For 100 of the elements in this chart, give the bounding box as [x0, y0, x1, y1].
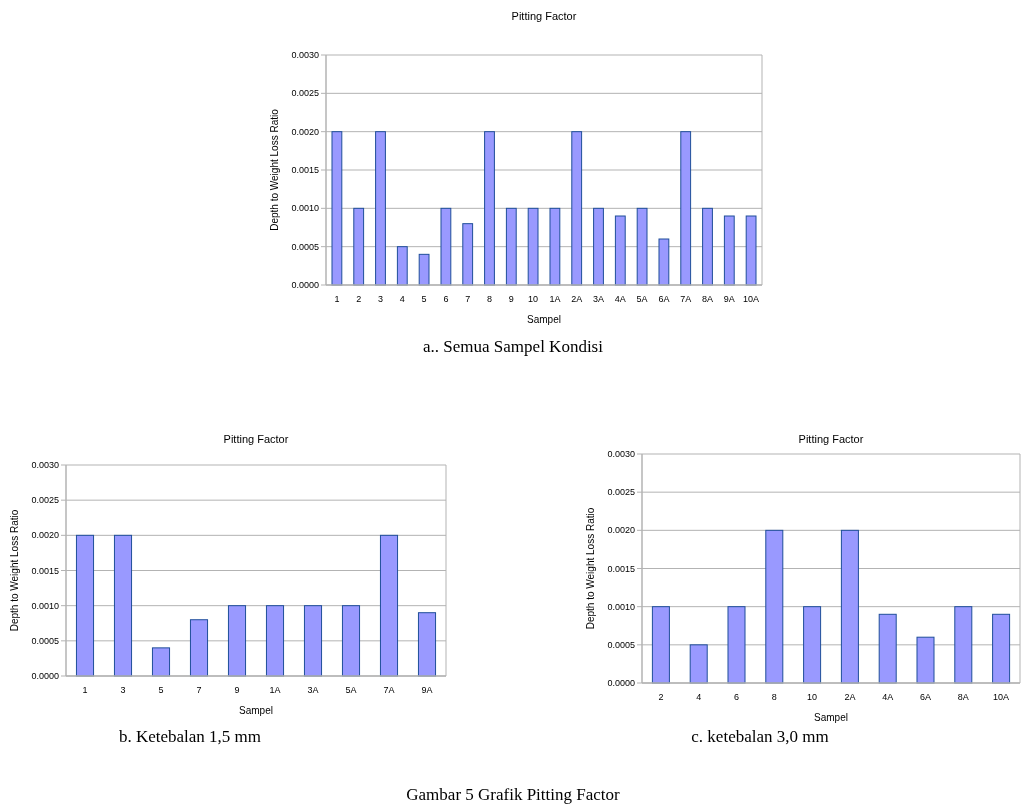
y-tick-label: 0.0020 [607, 525, 635, 536]
x-tick-label: 10A [993, 692, 1010, 702]
y-tick-label: 0.0005 [31, 635, 59, 646]
x-tick-label: 1A [549, 294, 561, 304]
bar [840, 529, 859, 684]
x-tick-label: 1 [334, 294, 340, 304]
x-tick-label: 7A [680, 294, 692, 304]
bar [265, 605, 285, 677]
bar [723, 215, 735, 286]
y-tick-label: 0.0015 [607, 563, 635, 574]
y-tick-label: 0.0010 [31, 600, 59, 611]
bar [331, 131, 343, 286]
bar [484, 131, 495, 286]
bar [417, 612, 437, 677]
bar [765, 529, 784, 684]
chart-title: Pitting Factor [511, 10, 577, 22]
chart-title: Pitting Factor [223, 433, 289, 445]
y-axis-title: Depth to Weight Loss Ratio [9, 509, 20, 632]
x-tick-label: 3 [120, 685, 126, 695]
bar [303, 605, 323, 677]
text: b. Ketebalan 1,5 mm [118, 727, 262, 746]
y-tick-label: 0.0030 [31, 460, 59, 471]
x-tick-label: 2A [844, 692, 856, 702]
bar [614, 215, 626, 286]
y-tick-label: 0.0030 [291, 50, 319, 61]
bar [689, 644, 708, 684]
x-tick-label: 2A [571, 294, 583, 304]
y-tick-label: 0.0000 [607, 678, 635, 689]
bar [505, 207, 517, 286]
text: a.. Semua Sampel Kondisi [423, 337, 604, 356]
x-axis-title: Sampel [814, 712, 848, 723]
bar [571, 131, 583, 286]
x-tick-label: 6A [658, 294, 670, 304]
x-tick-label: 5A [636, 294, 648, 304]
bar [702, 207, 713, 286]
y-tick-label: 0.0000 [291, 280, 319, 291]
x-tick-label: 2 [356, 294, 362, 304]
y-tick-label: 0.0025 [31, 495, 59, 506]
y-tick-label: 0.0020 [31, 530, 59, 541]
x-tick-label: 8 [771, 692, 777, 702]
bar [954, 606, 973, 684]
text: Gambar 5 Grafik Pitting Factor [406, 785, 621, 804]
bar [113, 534, 133, 677]
text: c. ketebalan 3,0 mm [691, 727, 829, 746]
x-tick-label: 5A [345, 685, 357, 695]
y-tick-label: 0.0010 [607, 601, 635, 612]
x-tick-label: 4A [614, 294, 626, 304]
bar [375, 131, 386, 286]
x-tick-label: 10A [743, 294, 760, 304]
bar [680, 131, 692, 286]
x-tick-label: 3 [377, 294, 384, 304]
x-tick-label: 1A [269, 685, 281, 695]
y-axis-title: Depth to Weight Loss Ratio [585, 507, 596, 630]
x-axis-title: Sampel [239, 705, 273, 716]
chart-title: Pitting Factor [798, 433, 864, 445]
x-tick-label: 9A [421, 685, 433, 695]
y-tick-label: 0.0025 [607, 487, 635, 498]
bar [651, 606, 670, 684]
bar [549, 207, 561, 286]
x-tick-label: 4 [399, 294, 405, 304]
bar [418, 253, 430, 286]
x-tick-label: 9A [723, 294, 735, 304]
x-tick-label: 5 [158, 685, 164, 695]
x-tick-label: 5 [421, 294, 427, 304]
bar [803, 606, 822, 684]
bar [341, 605, 361, 677]
bar [878, 613, 897, 684]
bar [396, 246, 408, 286]
x-tick-label: 7 [465, 294, 471, 304]
x-tick-label: 4 [696, 692, 702, 702]
x-tick-label: 10 [807, 692, 818, 702]
x-tick-label: 8A [701, 294, 714, 304]
bar [658, 238, 670, 286]
x-tick-label: 7A [383, 685, 395, 695]
y-tick-label: 0.0030 [607, 449, 635, 460]
bar [527, 207, 539, 286]
x-tick-label: 8A [957, 692, 969, 702]
bar [227, 605, 247, 677]
x-tick-label: 1 [82, 685, 88, 695]
x-tick-label: 9 [508, 294, 514, 304]
bar [462, 223, 474, 286]
bar [593, 207, 604, 286]
x-tick-label: 6 [733, 692, 740, 702]
y-tick-label: 0.0010 [291, 203, 319, 214]
bar [727, 606, 746, 684]
bar [916, 636, 935, 684]
y-tick-label: 0.0025 [291, 88, 319, 99]
y-tick-label: 0.0020 [291, 126, 319, 137]
bar [151, 647, 171, 677]
bar [440, 207, 452, 286]
bar [745, 215, 757, 286]
bar [992, 613, 1011, 684]
x-tick-label: 10 [528, 294, 539, 304]
x-tick-label: 3A [307, 685, 319, 695]
bar [189, 619, 209, 677]
y-axis-title: Depth to Weight Loss Ratio [269, 108, 280, 231]
x-tick-label: 8 [486, 294, 493, 304]
y-tick-label: 0.0005 [291, 241, 319, 252]
y-tick-label: 0.0000 [31, 671, 59, 682]
x-tick-label: 7 [196, 685, 202, 695]
